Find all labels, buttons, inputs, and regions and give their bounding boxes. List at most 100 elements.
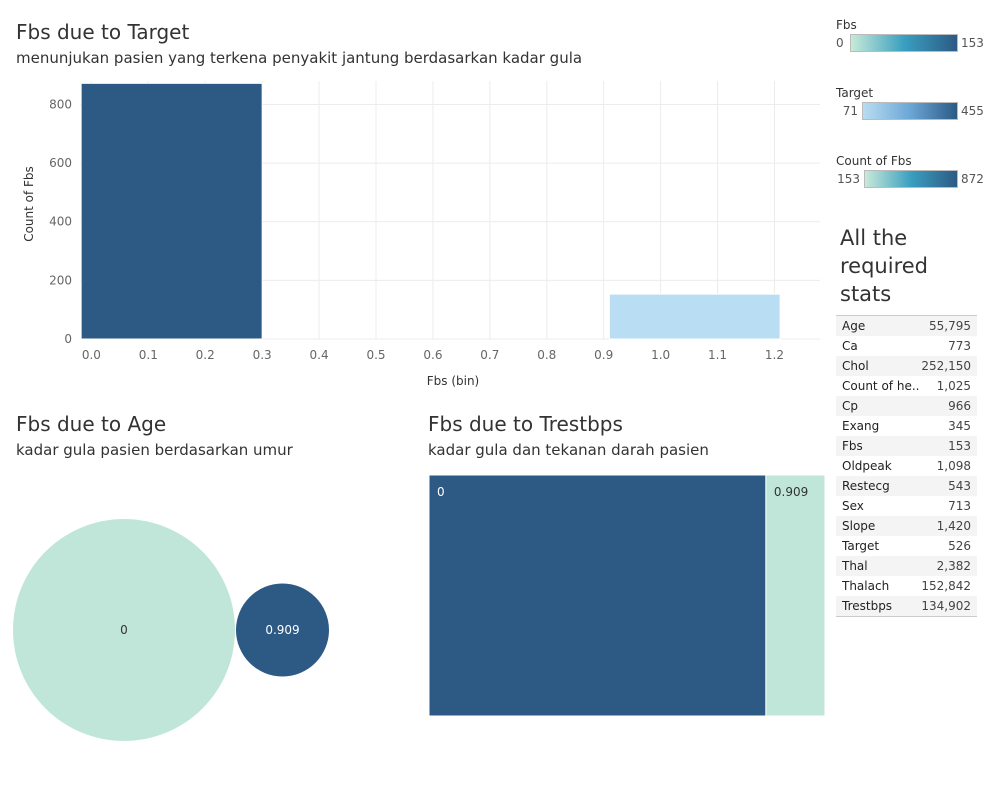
stats-row-name: Slope — [842, 519, 876, 533]
stats-row-name: Fbs — [842, 439, 863, 453]
y-tick-label: 400 — [49, 215, 72, 229]
stats-row: Cp 966 — [836, 396, 977, 416]
stats-row: Trestbps 134,902 — [836, 596, 977, 616]
stats-row-value: 543 — [948, 479, 971, 493]
stats-row-name: Age — [842, 319, 866, 333]
x-tick-label: 0.8 — [537, 348, 556, 362]
legend-count-of-fbs: Count of Fbs 153 872 — [836, 154, 996, 188]
stats-row-name: Chol — [842, 359, 869, 373]
y-tick-label: 600 — [49, 156, 72, 170]
stats-row-name: Exang — [842, 419, 880, 433]
treemap-label: 0 — [437, 485, 445, 499]
stats-row-name: Cp — [842, 399, 858, 413]
stats-row-value: 526 — [948, 539, 971, 553]
legend-title: Count of Fbs — [836, 154, 912, 168]
x-tick-label: 1.0 — [651, 348, 670, 362]
stats-row: Slope 1,420 — [836, 516, 977, 536]
stats-row: Sex 713 — [836, 496, 977, 516]
chart2-title: Fbs due to Age — [16, 412, 167, 436]
stats-row-name: Restecg — [842, 479, 890, 493]
legend-gradient-bar — [862, 102, 958, 120]
chart3-subtitle: kadar gula dan tekanan darah pasien — [428, 441, 709, 459]
stats-row-name: Ca — [842, 339, 858, 353]
legend-max: 153 — [961, 36, 984, 50]
legend-max: 455 — [961, 104, 984, 118]
bubble — [13, 519, 235, 741]
stats-row-name: Thal — [842, 559, 868, 573]
chart2-subtitle: kadar gula pasien berdasarkan umur — [16, 441, 293, 459]
stats-row-name: Sex — [842, 499, 864, 513]
legend-target: Target 71 455 — [836, 86, 996, 120]
legend-title: Fbs — [836, 18, 857, 32]
bar — [80, 82, 263, 340]
stats-row-value: 1,098 — [936, 459, 971, 473]
stats-row-value: 773 — [948, 339, 971, 353]
legend-title: Target — [836, 86, 874, 100]
stats-row-value: 345 — [948, 419, 971, 433]
treemap-cell — [765, 474, 826, 716]
legend-gradient-bar — [850, 34, 958, 52]
stats-row-name: Oldpeak — [842, 459, 892, 473]
x-tick-label: 0.1 — [139, 348, 158, 362]
x-axis-label: Fbs (bin) — [427, 374, 480, 388]
legend-min: 0 — [836, 36, 844, 50]
stats-row: Fbs 153 — [836, 436, 977, 456]
stats-row: Exang 345 — [836, 416, 977, 436]
stats-row: Oldpeak 1,098 — [836, 456, 977, 476]
legend-gradient-bar — [864, 170, 958, 188]
fbs-target-bar-chart: 0.0 0.1 0.2 0.3 0.4 0.5 0.6 0.7 0.8 0.9 1.0 1.1 1.2 0… — [22, 81, 820, 388]
stats-row-value: 1,420 — [936, 519, 971, 533]
x-tick-label: 0.6 — [423, 348, 442, 362]
x-tick-label: 1.2 — [765, 348, 784, 362]
stats-row: Age 55,795 — [836, 316, 977, 336]
stats-row: Thalach 152,842 — [836, 576, 977, 596]
y-tick-label: 800 — [49, 97, 72, 111]
stats-row-value: 2,382 — [936, 559, 971, 573]
stats-row: Restecg 543 — [836, 476, 977, 496]
stats-title: All the required stats — [840, 226, 928, 306]
stats-row-value: 252,150 — [921, 359, 971, 373]
x-tick-label: 1.1 — [708, 348, 727, 362]
stats-row-value: 966 — [948, 399, 971, 413]
stats-row: Target 526 — [836, 536, 977, 556]
treemap-cell — [428, 474, 767, 716]
x-tick-label: 0.0 — [82, 348, 101, 362]
x-tick-label: 0.7 — [480, 348, 499, 362]
legend-max: 872 — [961, 172, 984, 186]
x-tick-label: 0.3 — [253, 348, 272, 362]
stats-row-value: 55,795 — [929, 319, 971, 333]
stats-row: Count of he.. 1,025 — [836, 376, 977, 396]
legend-min: 153 — [837, 172, 860, 186]
fbs-age-bubble-chart: 0 0.909 — [13, 519, 329, 741]
stats-row-name: Count of he.. — [842, 379, 920, 393]
stats-row-value: 153 — [948, 439, 971, 453]
bubble — [236, 583, 329, 677]
stats-row: Chol 252,150 — [836, 356, 977, 376]
stats-row-value: 713 — [948, 499, 971, 513]
stats-row-name: Thalach — [842, 579, 890, 593]
x-tick-label: 0.2 — [196, 348, 215, 362]
y-tick-label: 0 — [64, 332, 72, 346]
stats-table: Age 55,795 Ca 773 Chol 252,150 Count of he.. 1,… — [836, 315, 977, 617]
chart1-title: Fbs due to Target — [16, 20, 190, 44]
fbs-trestbps-treemap: 0 0.909 — [428, 474, 826, 716]
chart3-title: Fbs due to Trestbps — [428, 412, 623, 436]
stats-row-value: 134,902 — [921, 599, 971, 613]
stats-row-value: 1,025 — [936, 379, 971, 393]
bubble-label: 0 — [120, 623, 128, 637]
stats-row: Ca 773 — [836, 336, 977, 356]
x-tick-label: 0.5 — [366, 348, 385, 362]
stats-row: Thal 2,382 — [836, 556, 977, 576]
legend-fbs: Fbs 0 153 — [836, 18, 996, 52]
y-axis-label: Count of Fbs — [22, 166, 36, 242]
stats-row-name: Target — [842, 539, 880, 553]
chart1-subtitle: menunjukan pasien yang terkena penyakit … — [16, 49, 583, 67]
legend-min: 71 — [842, 104, 858, 118]
bubble-label: 0.909 — [265, 623, 299, 637]
treemap-label: 0.909 — [774, 485, 808, 499]
bar — [608, 293, 781, 340]
x-tick-label: 0.4 — [310, 348, 329, 362]
stats-row-name: Trestbps — [842, 599, 893, 613]
stats-row-value: 152,842 — [921, 579, 971, 593]
x-tick-label: 0.9 — [594, 348, 613, 362]
